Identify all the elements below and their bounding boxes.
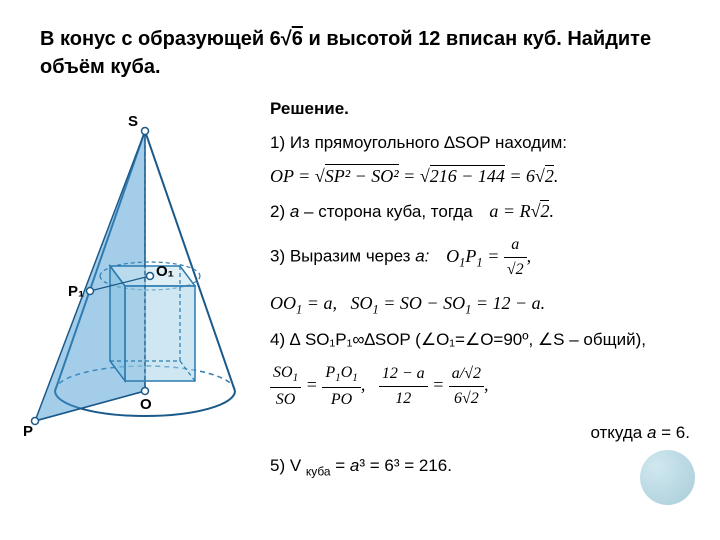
label-o: O	[140, 396, 152, 413]
step-3-formula-2: OO1 = a, SO1 = SO − SO1 = 12 − a.	[270, 290, 700, 319]
label-p1: P₁	[68, 283, 84, 300]
label-s: S	[128, 113, 138, 130]
problem-text-1: В конус с образующей 6√	[40, 28, 292, 50]
solution-block: Решение. 1) Из прямоугольного ∆SOP наход…	[270, 91, 700, 490]
solution-heading: Решение.	[270, 99, 349, 118]
step-5: 5) V куба = a³ = 6³ = 216.	[270, 453, 700, 481]
label-p: P	[23, 423, 33, 440]
step-4-formula: SO1SO = P1O1PO, 12 − a12 = a/√26√2,	[270, 361, 700, 412]
decorative-sphere	[640, 450, 695, 505]
step-1: 1) Из прямоугольного ∆SOP находим:	[270, 130, 700, 156]
step-4-result: откуда a = 6.	[270, 420, 700, 446]
label-o1: O₁	[156, 263, 174, 280]
step-3: 3) Выразим через a: O1P1 = a√2,	[270, 233, 700, 282]
problem-root: 6	[292, 28, 303, 50]
problem-statement: В конус с образующей 6√6 и высотой 12 вп…	[0, 0, 720, 91]
step-2: 2) a – сторона куба, тогда a = R√2.	[270, 198, 700, 225]
step-4: 4) ∆ SO₁P₁∞∆SOP (∠O₁=∠O=90º, ∠S – общий)…	[270, 327, 700, 353]
geometry-diagram: S O₁ P₁ O P	[20, 91, 270, 451]
step-1-formula: OP = √SP² − SO² = √216 − 144 = 6√2.	[270, 163, 700, 190]
